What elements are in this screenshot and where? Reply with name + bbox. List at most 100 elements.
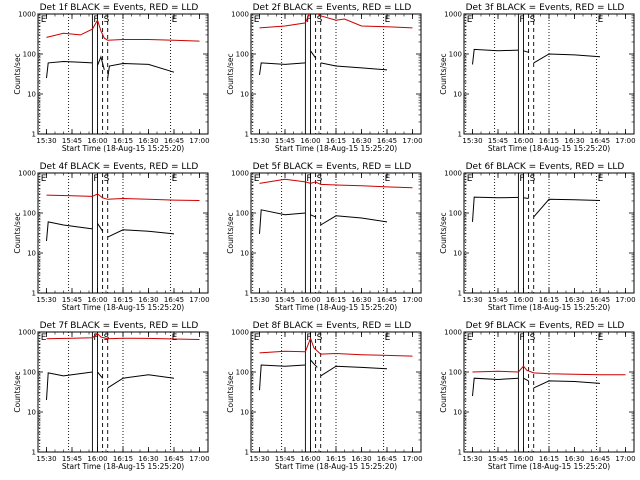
x-tick-label: 16:00 xyxy=(87,455,107,463)
y-tick-label: 10 xyxy=(27,250,36,258)
events-series-segment-3 xyxy=(320,215,388,226)
x-tick-label: 16:15 xyxy=(539,455,559,463)
flag-label: E xyxy=(385,15,391,25)
events-series-segment-1 xyxy=(46,221,93,242)
lld-series-segment-1 xyxy=(259,336,413,357)
chart-title: Det 7f BLACK = Events, RED = LLD xyxy=(40,321,199,331)
y-axis-label: Counts/sec xyxy=(226,212,235,253)
events-series-segment-2 xyxy=(523,377,529,382)
y-axis-label: Counts/sec xyxy=(439,371,448,412)
lld-series-segment-1 xyxy=(259,14,413,29)
y-tick-label: 1 xyxy=(32,290,36,298)
events-series-segment-2 xyxy=(97,371,103,379)
events-series-segment-3 xyxy=(533,380,601,389)
y-tick-label: 1000 xyxy=(444,170,462,178)
x-tick-label: 17:00 xyxy=(189,296,209,304)
x-tick-label: 16:45 xyxy=(377,137,397,145)
y-tick-label: 1000 xyxy=(18,329,36,337)
x-tick-label: 15:30 xyxy=(36,137,56,145)
y-tick-label: 1000 xyxy=(231,11,249,19)
y-tick-label: 100 xyxy=(23,51,36,59)
x-tick-label: 16:15 xyxy=(113,296,133,304)
y-axis-label: Counts/sec xyxy=(13,212,22,253)
events-series-segment-1 xyxy=(472,377,519,397)
y-axis-label: Counts/sec xyxy=(13,371,22,412)
x-tick-label: 17:00 xyxy=(615,137,635,145)
x-tick-label: 16:45 xyxy=(590,296,610,304)
events-series-segment-2 xyxy=(310,50,317,59)
events-series-segment-3 xyxy=(533,198,601,218)
flag-label: F xyxy=(93,333,98,343)
flag-label: E xyxy=(598,333,604,343)
y-tick-label: 10 xyxy=(240,409,249,417)
chart-title: Det 5f BLACK = Events, RED = LLD xyxy=(253,162,412,172)
events-series-segment-1 xyxy=(472,48,519,65)
flag-label: S xyxy=(530,15,536,25)
flag-label: E xyxy=(385,333,391,343)
x-tick-label: 15:30 xyxy=(249,137,269,145)
events-series-segment-1 xyxy=(259,62,306,75)
y-tick-label: 10 xyxy=(27,91,36,99)
flag-label: E xyxy=(172,333,178,343)
x-tick-label: 15:45 xyxy=(275,455,295,463)
x-tick-label: 16:00 xyxy=(513,455,533,463)
chart-panel-2: Det 2f BLACK = Events, RED = LLD 1 10 100 10… xyxy=(226,3,423,153)
x-axis-label: Start Time (18-Aug-15 15:25:20) xyxy=(275,462,397,471)
x-tick-label: 16:30 xyxy=(138,296,158,304)
events-series-segment-2 xyxy=(523,50,529,53)
flag-label: S xyxy=(530,333,536,343)
x-tick-label: 16:15 xyxy=(113,455,133,463)
y-tick-label: 1000 xyxy=(231,329,249,337)
x-axis-label: Start Time (18-Aug-15 15:25:20) xyxy=(275,144,397,153)
flag-label: E xyxy=(598,15,604,25)
y-tick-label: 100 xyxy=(23,210,36,218)
x-tick-label: 16:45 xyxy=(377,296,397,304)
x-tick-label: 16:00 xyxy=(513,137,533,145)
y-axis-label: Counts/sec xyxy=(13,53,22,94)
x-tick-label: 17:00 xyxy=(402,455,422,463)
x-tick-label: 16:30 xyxy=(138,455,158,463)
x-tick-label: 16:45 xyxy=(164,296,184,304)
chart-title: Det 1f BLACK = Events, RED = LLD xyxy=(40,3,199,13)
events-series-segment-3 xyxy=(107,62,175,79)
events-series-segment-2 xyxy=(523,197,529,199)
x-tick-label: 16:00 xyxy=(300,455,320,463)
events-series-segment-3 xyxy=(107,229,175,238)
x-tick-label: 16:30 xyxy=(351,296,371,304)
lld-series-segment-1 xyxy=(46,18,200,42)
chart-title: Det 9f BLACK = Events, RED = LLD xyxy=(466,321,625,331)
x-tick-label: 16:45 xyxy=(590,455,610,463)
flag-label: E xyxy=(467,333,473,343)
x-tick-label: 16:00 xyxy=(300,137,320,145)
x-tick-label: 16:30 xyxy=(351,137,371,145)
x-tick-label: 16:15 xyxy=(113,137,133,145)
x-tick-label: 15:30 xyxy=(462,137,482,145)
flag-label: E xyxy=(41,333,47,343)
x-tick-label: 16:30 xyxy=(564,137,584,145)
x-tick-label: 16:15 xyxy=(326,455,346,463)
x-tick-label: 16:00 xyxy=(300,296,320,304)
events-series-segment-3 xyxy=(320,62,388,71)
y-tick-label: 1 xyxy=(245,290,249,298)
lld-series-segment-1 xyxy=(46,333,200,340)
events-series-segment-3 xyxy=(533,53,601,64)
flag-label: E xyxy=(172,15,178,25)
flag-label: F xyxy=(519,15,524,25)
x-tick-label: 16:45 xyxy=(377,455,397,463)
x-tick-label: 16:45 xyxy=(164,137,184,145)
x-tick-label: 16:00 xyxy=(87,296,107,304)
y-tick-label: 10 xyxy=(27,409,36,417)
x-tick-label: 17:00 xyxy=(615,296,635,304)
y-tick-label: 10 xyxy=(453,250,462,258)
chart-title: Det 8f BLACK = Events, RED = LLD xyxy=(253,321,412,331)
y-tick-label: 1000 xyxy=(444,11,462,19)
y-tick-label: 100 xyxy=(449,51,462,59)
x-tick-label: 16:15 xyxy=(539,137,559,145)
x-tick-label: 16:15 xyxy=(326,137,346,145)
events-series-segment-2 xyxy=(97,223,104,232)
x-tick-label: 15:30 xyxy=(36,455,56,463)
x-tick-label: 15:45 xyxy=(62,137,82,145)
y-tick-label: 100 xyxy=(236,51,249,59)
chart-panel-3: Det 3f BLACK = Events, RED = LLD 1 10 100 10… xyxy=(439,3,636,153)
